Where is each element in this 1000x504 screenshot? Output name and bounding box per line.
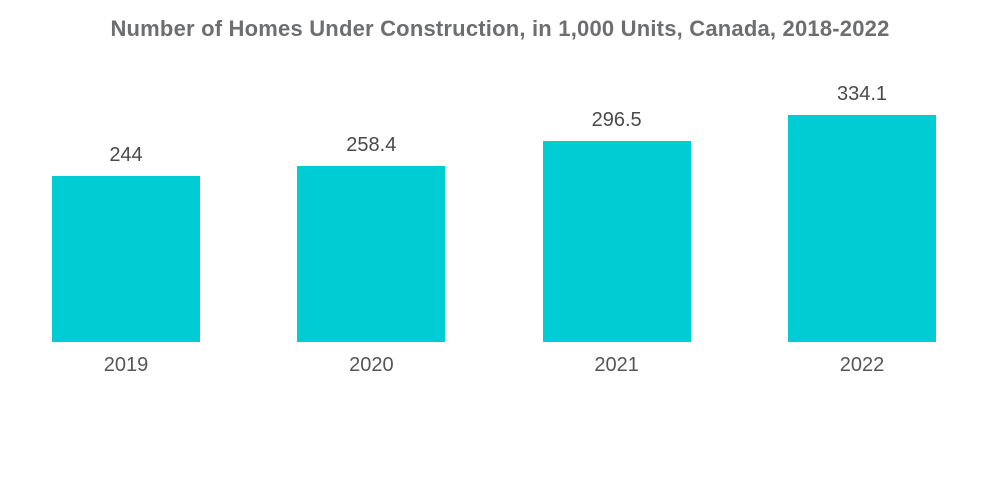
bar-value-label: 244 [109,144,143,166]
bar-stack: 296.5 [542,25,691,342]
bar-value-label: 296.5 [591,109,642,131]
bar-chart: 244 2019 258.4 2020 296.5 2021 334.1 2022 [52,60,936,377]
bar-group: 258.4 2020 [297,25,446,377]
x-axis-label: 2021 [594,354,639,376]
x-axis-label: 2019 [103,354,149,376]
chart-title: Number of Homes Under Construction, in 1… [110,16,890,41]
bar-stack: 244 [52,25,200,342]
bar [297,166,446,342]
bar-stack: 258.4 [297,25,446,342]
bar-stack: 334.1 [787,25,936,342]
bar [542,141,691,342]
bar-group: 244 2019 [52,25,200,377]
bar [787,115,936,342]
bar-group: 334.1 2022 [787,25,936,377]
bar [52,176,200,342]
bar-value-label: 258.4 [346,134,397,156]
bar-group: 296.5 2021 [542,25,691,377]
bar-value-label: 334.1 [836,83,888,105]
x-axis-label: 2022 [839,354,885,376]
x-axis-label: 2020 [349,354,394,376]
